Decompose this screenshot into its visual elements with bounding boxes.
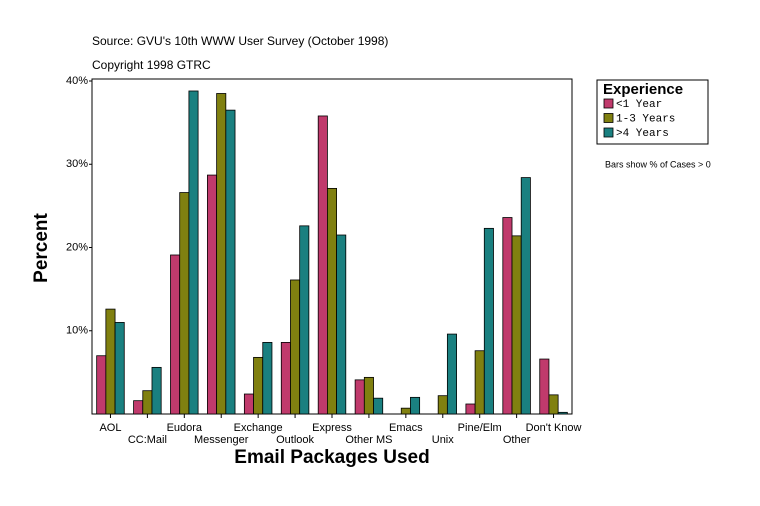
x-tick-label: Exchange [234, 422, 283, 434]
legend-swatch [603, 113, 614, 123]
bar [465, 403, 476, 415]
chart-subtitle: Copyright 1998 GTRC [92, 58, 211, 72]
bar [410, 396, 421, 415]
bar [216, 93, 227, 415]
bar [299, 225, 310, 415]
bar [483, 227, 494, 415]
bar [474, 350, 485, 415]
y-axis-title: Percent [31, 212, 52, 282]
chart-title: Source: GVU's 10th WWW User Survey (Octo… [92, 34, 388, 48]
legend-box [596, 79, 709, 145]
bar [336, 234, 347, 415]
bar [151, 366, 162, 415]
bar [373, 397, 384, 415]
legend-title: Experience [603, 81, 683, 98]
bar [557, 411, 568, 415]
x-tick-label: Eudora [167, 422, 203, 434]
legend-label: <1 Year [616, 99, 662, 111]
legend-label: 1-3 Years [616, 113, 675, 125]
bar [437, 395, 448, 415]
bar [446, 333, 457, 415]
bar [96, 355, 107, 415]
x-tick-label: Unix [432, 434, 455, 446]
bar [326, 187, 337, 415]
bar [133, 400, 144, 415]
bar [354, 379, 365, 415]
x-tick-label: Other MS [345, 434, 392, 446]
x-tick-label: Express [312, 422, 352, 434]
bar [280, 342, 291, 415]
x-tick-label: Messenger [194, 434, 249, 446]
bar [142, 390, 153, 415]
x-tick-label: Outlook [276, 434, 314, 446]
bar [114, 322, 125, 415]
bar [225, 109, 236, 415]
y-tick-label: 20% [66, 241, 88, 253]
bar [502, 217, 513, 415]
annotation: Bars show % of Cases > 0 [605, 159, 711, 169]
bar [317, 115, 328, 415]
x-axis-title: Email Packages Used [234, 447, 429, 468]
bar [290, 279, 301, 415]
x-tick-label: Pine/Elm [458, 422, 502, 434]
bar [188, 90, 199, 415]
x-tick-label: Don't Know [526, 422, 582, 434]
bar [262, 342, 273, 415]
y-tick-label: 30% [66, 158, 88, 170]
bar [400, 407, 411, 415]
bar [511, 235, 522, 415]
bar [253, 356, 264, 415]
bar [207, 174, 218, 415]
bar [170, 254, 181, 415]
x-tick-label: Other [503, 434, 531, 446]
bar [363, 376, 374, 415]
bar [548, 394, 559, 415]
bar [243, 393, 254, 415]
bar [539, 358, 550, 415]
x-tick-label: AOL [99, 422, 121, 434]
x-tick-label: Emacs [389, 422, 423, 434]
legend-swatch [603, 127, 614, 138]
bar [105, 308, 116, 415]
legend-label: >4 Years [616, 128, 669, 140]
legend-swatch [603, 98, 614, 109]
bar [520, 177, 531, 415]
x-tick-label: CC:Mail [128, 434, 167, 446]
y-tick-label: 10% [66, 325, 88, 337]
y-tick-label: 40% [66, 75, 88, 87]
bar [179, 192, 190, 415]
